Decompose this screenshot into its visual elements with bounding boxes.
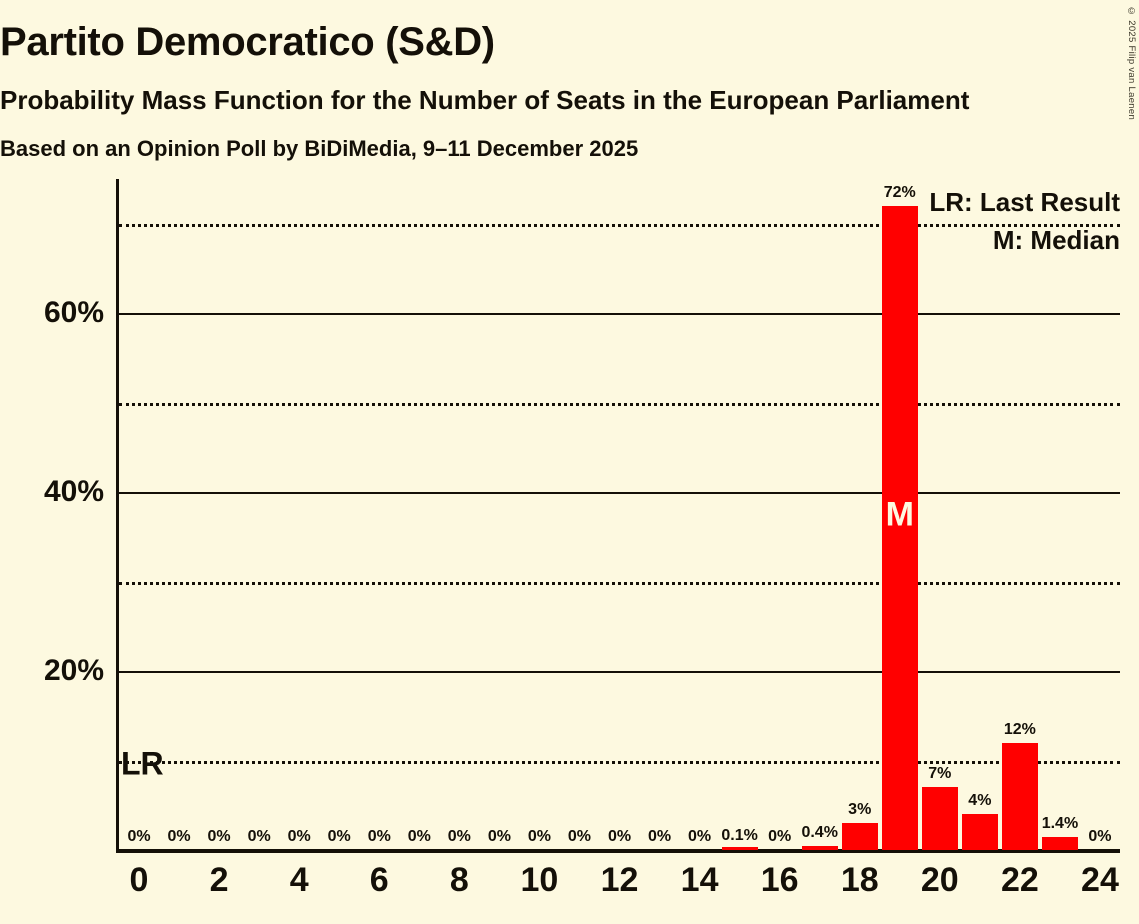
bar-label-seat-9: 0% [487,828,511,845]
bar-label-seat-10: 0% [527,828,551,845]
bar-label-seat-7: 0% [407,828,431,845]
bar-label-seat-22: 12% [1003,720,1036,738]
x-tick-label-0: 0 [129,861,149,899]
x-tick-label-24: 24 [1081,861,1119,899]
bar-seat-20 [921,787,958,850]
bar-label-seat-2: 0% [207,828,231,845]
page-title: Partito Democratico (S&D) [0,20,495,64]
bar-seat-22 [1001,742,1038,850]
x-tick-label-20: 20 [920,861,959,899]
median-marker: M [885,495,914,533]
y-tick-label-20%: 20% [43,654,104,688]
x-tick-label-6: 6 [369,861,389,899]
gridline-dotted-70 [119,223,1120,227]
y-axis-line [116,179,119,851]
bar-label-seat-18: 3% [848,801,872,819]
y-tick-label-60%: 60% [43,296,104,330]
bar-label-seat-4: 0% [287,828,311,845]
bar-label-seat-20: 7% [928,765,952,783]
x-tick-label-12: 12 [600,861,639,899]
bar-label-seat-5: 0% [327,828,351,845]
gridline-solid-20 [119,671,1120,674]
bar-label-seat-12: 0% [607,828,632,845]
y-tick-label-40%: 40% [43,475,104,509]
legend-entry-last-result: LR: Last Result [929,187,1120,217]
bar-label-seat-6: 0% [367,828,391,845]
bar-seat-19 [881,205,918,850]
gridline-dotted-50 [119,402,1120,406]
x-tick-label-4: 4 [289,861,309,899]
x-tick-label-10: 10 [520,861,559,899]
gridline-solid-60 [119,313,1120,316]
chart-source-note: Based on an Opinion Poll by BiDiMedia, 9… [0,136,639,161]
bar-label-seat-23: 1.4% [1041,815,1079,833]
bar-label-seat-24: 0% [1088,828,1112,845]
x-tick-label-2: 2 [209,861,229,899]
bar-seat-23 [1041,837,1078,850]
gridline-dotted-10 [119,760,1120,764]
bar-label-seat-13: 0% [647,828,672,845]
bar-label-seat-8: 0% [447,828,471,845]
x-tick-label-8: 8 [449,861,469,899]
x-axis-tick-labels: 0 2 4 6 8 10 12 14 16 18 20 22 24 [119,861,1120,912]
bar-seat-21 [961,814,998,850]
bar-label-seat-19: 72% [883,183,916,201]
x-tick-label-14: 14 [680,861,719,899]
copyright-notice: © 2025 Filip van Laenen [1126,6,1137,121]
plot-area: 0% 0% 0% 0% 0% 0% 0% 0% 0% 0% 0% 0% 0% 0% 0% 0.1% 0% 0.4%… [119,179,1120,850]
bar-label-seat-3: 0% [247,828,271,845]
bar-seat-15 [721,847,758,850]
bar-label-seat-21: 4% [968,792,992,810]
chart-subtitle: Probability Mass Function for the Number… [0,85,970,115]
bar-seat-18 [841,823,878,850]
bar-label-seat-17: 0.4% [801,824,838,842]
gridline-dotted-30 [119,581,1120,585]
x-axis-line [116,849,1120,853]
bar-label-seat-15: 0.1% [721,827,758,845]
bar-label-seat-16: 0% [768,828,792,845]
x-tick-label-16: 16 [760,861,799,899]
bar-label-seat-0: 0% [127,828,151,845]
last-result-marker: LR [121,744,164,781]
bar-seat-17 [801,846,838,850]
bar-label-seat-11: 0% [567,828,592,845]
x-tick-label-22: 22 [1000,861,1039,899]
gridline-solid-40 [119,492,1120,495]
bar-label-seat-14: 0% [688,828,712,845]
x-tick-label-18: 18 [840,861,879,899]
legend-entry-median: M: Median [992,225,1120,256]
legend: LR: Last Result M: Median [929,183,1120,260]
bar-label-seat-1: 0% [167,828,191,845]
